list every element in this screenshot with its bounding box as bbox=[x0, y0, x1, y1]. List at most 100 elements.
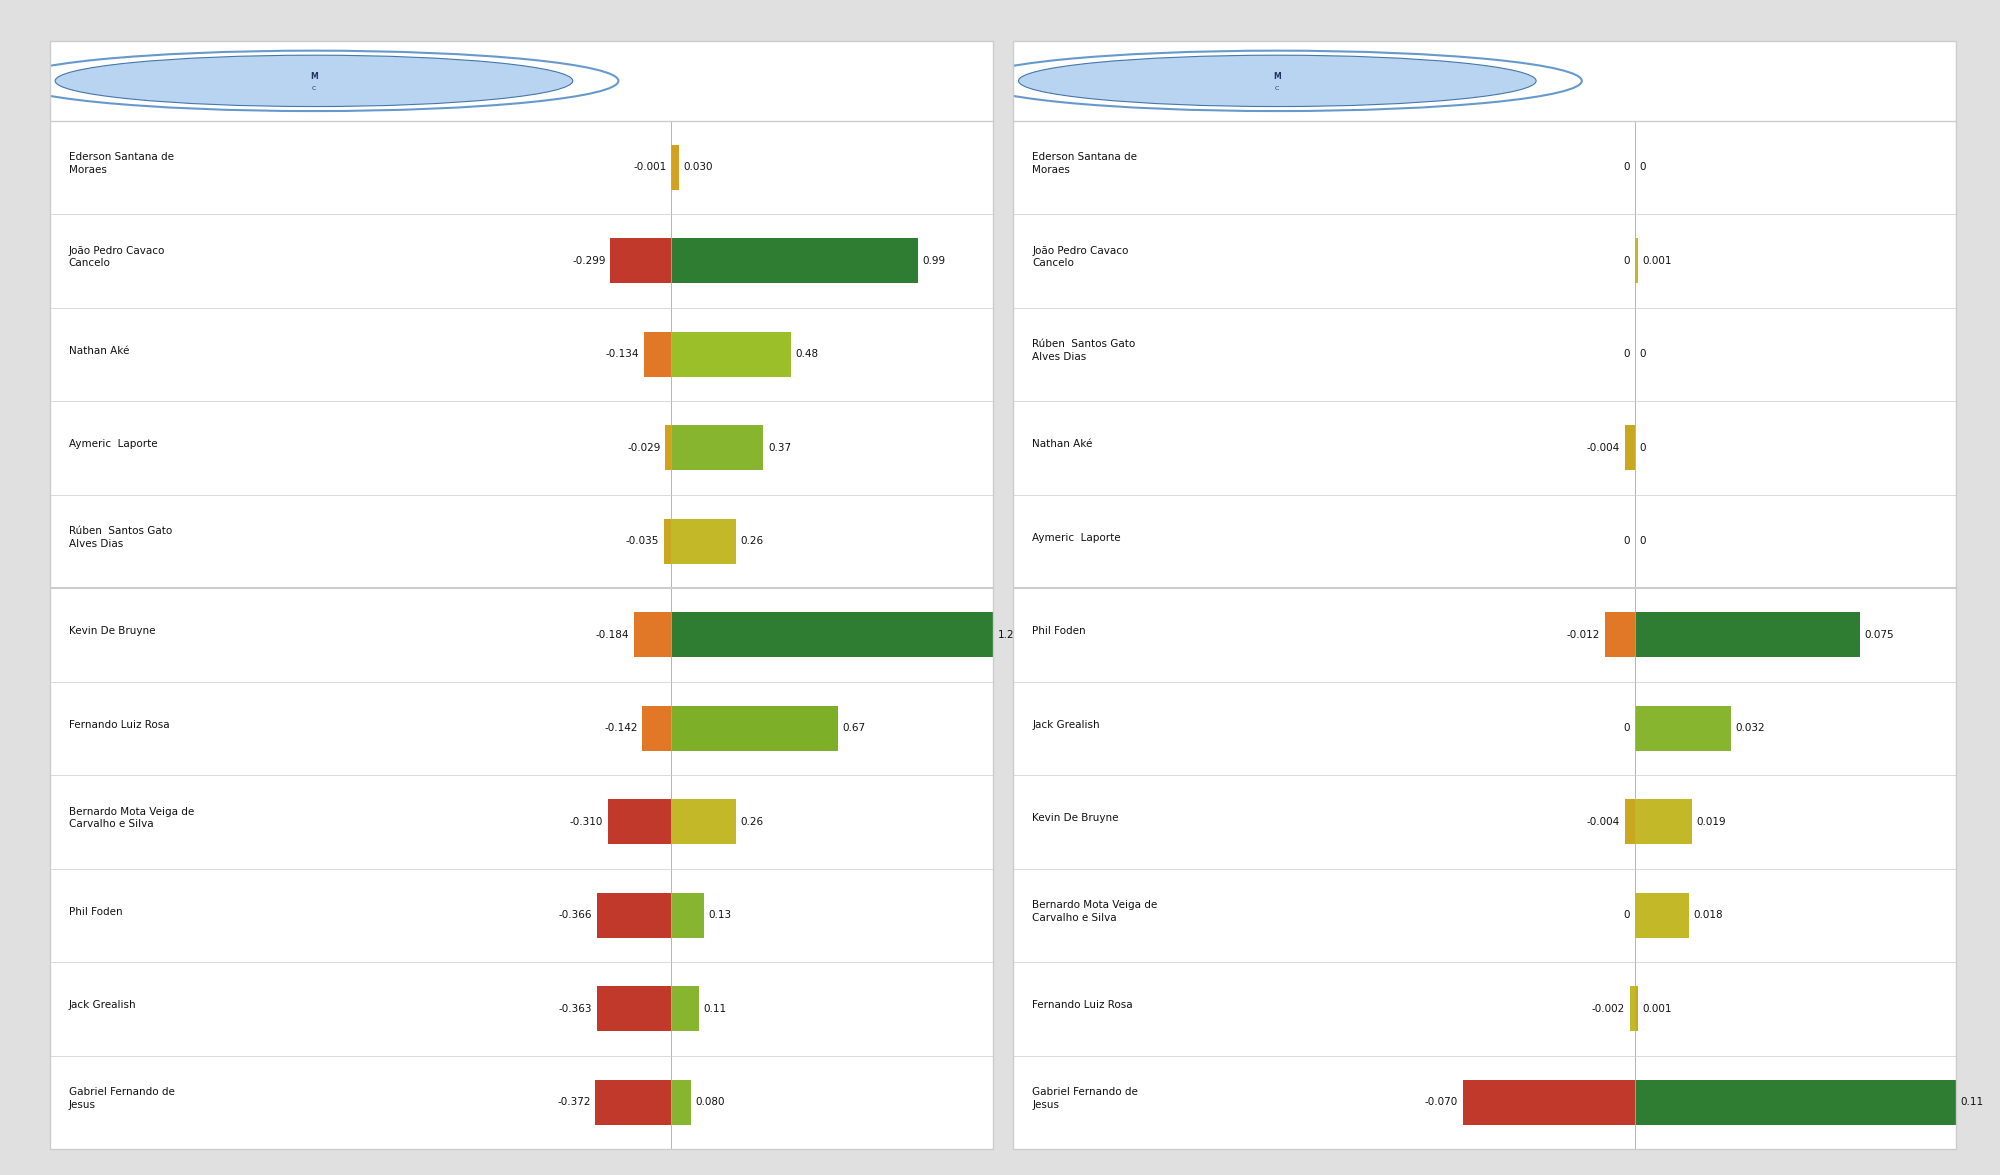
Text: Bernardo Mota Veiga de
Carvalho e Silva: Bernardo Mota Veiga de Carvalho e Silva bbox=[1032, 900, 1158, 922]
Bar bbox=[666, 425, 672, 470]
Bar bbox=[1634, 893, 1688, 938]
Text: M: M bbox=[310, 72, 318, 81]
Text: Jack Grealish: Jack Grealish bbox=[1032, 719, 1100, 730]
Text: -0.372: -0.372 bbox=[558, 1097, 590, 1107]
Text: 0: 0 bbox=[1640, 162, 1646, 173]
Text: 0.13: 0.13 bbox=[708, 911, 732, 920]
Text: 0.019: 0.019 bbox=[1696, 817, 1726, 827]
Text: -0.184: -0.184 bbox=[596, 630, 628, 640]
Text: -0.363: -0.363 bbox=[558, 1003, 592, 1014]
Text: 0.001: 0.001 bbox=[1642, 256, 1672, 266]
Text: -0.299: -0.299 bbox=[572, 256, 606, 266]
Text: Rúben  Santos Gato
Alves Dias: Rúben Santos Gato Alves Dias bbox=[68, 526, 172, 549]
Text: -0.004: -0.004 bbox=[1586, 443, 1620, 452]
Text: -0.310: -0.310 bbox=[570, 817, 604, 827]
Bar bbox=[1014, 121, 1956, 214]
Text: Aymeric  Laporte: Aymeric Laporte bbox=[68, 439, 158, 449]
Text: -0.142: -0.142 bbox=[604, 724, 638, 733]
Bar bbox=[1014, 962, 1956, 1055]
Bar bbox=[1634, 799, 1692, 845]
Bar bbox=[1462, 1080, 1634, 1124]
Circle shape bbox=[56, 55, 572, 107]
Bar bbox=[672, 1080, 692, 1124]
Text: 0: 0 bbox=[1640, 536, 1646, 546]
Bar bbox=[50, 1055, 992, 1149]
Bar bbox=[672, 706, 838, 751]
Text: C: C bbox=[312, 86, 316, 90]
Text: Kevin De Bruyne: Kevin De Bruyne bbox=[1032, 813, 1118, 824]
Text: -0.035: -0.035 bbox=[626, 536, 660, 546]
Text: Fernando Luiz Rosa: Fernando Luiz Rosa bbox=[1032, 1000, 1132, 1010]
Bar bbox=[1014, 1055, 1956, 1149]
Bar bbox=[672, 331, 790, 377]
Bar bbox=[672, 612, 992, 657]
Text: 0.032: 0.032 bbox=[1736, 724, 1766, 733]
Text: João Pedro Cavaco
Cancelo: João Pedro Cavaco Cancelo bbox=[1032, 246, 1128, 268]
Text: Ederson Santana de
Moraes: Ederson Santana de Moraes bbox=[68, 153, 174, 175]
Bar bbox=[50, 308, 992, 401]
Text: Phil Foden: Phil Foden bbox=[68, 907, 122, 916]
Bar bbox=[610, 239, 672, 283]
Bar bbox=[672, 425, 764, 470]
Text: Phil Foden: Phil Foden bbox=[1032, 626, 1086, 636]
Text: -0.002: -0.002 bbox=[1592, 1003, 1624, 1014]
Text: 0: 0 bbox=[1624, 349, 1630, 360]
Text: xT from Passes: xT from Passes bbox=[78, 69, 244, 89]
Text: Ederson Santana de
Moraes: Ederson Santana de Moraes bbox=[1032, 153, 1138, 175]
Bar bbox=[50, 682, 992, 776]
Text: Gabriel Fernando de
Jesus: Gabriel Fernando de Jesus bbox=[68, 1087, 174, 1110]
Bar bbox=[672, 239, 918, 283]
Text: Nathan Aké: Nathan Aké bbox=[68, 345, 130, 356]
Bar bbox=[1014, 682, 1956, 776]
Bar bbox=[1014, 776, 1956, 868]
Bar bbox=[1606, 612, 1634, 657]
Bar bbox=[1634, 239, 1638, 283]
Text: 0.001: 0.001 bbox=[1642, 1003, 1672, 1014]
Text: 0: 0 bbox=[1624, 536, 1630, 546]
Bar bbox=[672, 893, 704, 938]
Text: 0.075: 0.075 bbox=[1864, 630, 1894, 640]
Bar bbox=[1014, 308, 1956, 401]
Text: 0.99: 0.99 bbox=[922, 256, 946, 266]
Text: 0: 0 bbox=[1624, 256, 1630, 266]
Text: Kevin De Bruyne: Kevin De Bruyne bbox=[68, 626, 156, 636]
Bar bbox=[50, 214, 992, 308]
Text: Fernando Luiz Rosa: Fernando Luiz Rosa bbox=[68, 719, 170, 730]
Text: 0.26: 0.26 bbox=[740, 536, 764, 546]
Bar bbox=[1634, 706, 1730, 751]
Text: M: M bbox=[1274, 72, 1282, 81]
Text: Gabriel Fernando de
Jesus: Gabriel Fernando de Jesus bbox=[1032, 1087, 1138, 1110]
Bar bbox=[1014, 495, 1956, 589]
Bar bbox=[50, 776, 992, 868]
Bar bbox=[1014, 214, 1956, 308]
Text: 0.018: 0.018 bbox=[1694, 911, 1722, 920]
Bar bbox=[596, 893, 672, 938]
Bar bbox=[1634, 987, 1638, 1032]
Text: -0.134: -0.134 bbox=[606, 349, 640, 360]
Bar bbox=[672, 987, 698, 1032]
Text: Nathan Aké: Nathan Aké bbox=[1032, 439, 1092, 449]
Text: Bernardo Mota Veiga de
Carvalho e Silva: Bernardo Mota Veiga de Carvalho e Silva bbox=[68, 807, 194, 830]
Bar bbox=[50, 589, 992, 681]
Text: 0.67: 0.67 bbox=[842, 724, 866, 733]
Text: 0.37: 0.37 bbox=[768, 443, 792, 452]
Bar bbox=[50, 401, 992, 495]
Text: 0.11: 0.11 bbox=[1960, 1097, 1984, 1107]
Bar bbox=[1630, 987, 1634, 1032]
Bar bbox=[598, 987, 672, 1032]
Bar bbox=[664, 519, 672, 564]
Bar bbox=[50, 495, 992, 589]
Text: 0: 0 bbox=[1624, 162, 1630, 173]
Text: 1.29: 1.29 bbox=[998, 630, 1020, 640]
Bar bbox=[672, 799, 736, 845]
Text: 0: 0 bbox=[1640, 443, 1646, 452]
Text: -0.004: -0.004 bbox=[1586, 817, 1620, 827]
Bar bbox=[608, 799, 672, 845]
Bar bbox=[1014, 41, 1956, 121]
Text: xT from Dribbles: xT from Dribbles bbox=[1042, 69, 1224, 89]
Text: -0.029: -0.029 bbox=[628, 443, 660, 452]
Text: Aymeric  Laporte: Aymeric Laporte bbox=[1032, 532, 1120, 543]
Text: 0.26: 0.26 bbox=[740, 817, 764, 827]
Bar bbox=[50, 41, 992, 121]
Text: -0.070: -0.070 bbox=[1424, 1097, 1458, 1107]
